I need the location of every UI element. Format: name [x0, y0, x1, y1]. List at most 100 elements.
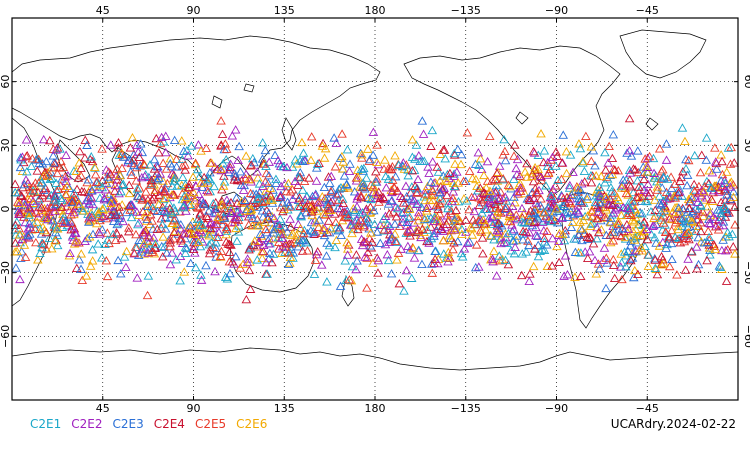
observation-marker — [113, 137, 124, 147]
observation-marker — [466, 192, 477, 201]
observation-marker — [542, 240, 552, 249]
observation-marker — [159, 206, 170, 215]
observation-marker — [326, 171, 337, 180]
observation-marker — [474, 262, 484, 271]
observation-marker — [240, 173, 251, 183]
observation-marker — [263, 214, 273, 223]
observation-marker — [285, 214, 295, 223]
observation-marker — [619, 247, 630, 256]
observation-marker — [704, 218, 714, 227]
observation-marker — [462, 238, 473, 247]
observation-marker — [283, 259, 294, 268]
observation-marker — [407, 166, 418, 175]
observation-marker — [643, 261, 654, 270]
observation-marker — [509, 224, 519, 234]
observation-marker — [607, 210, 617, 219]
observation-marker — [553, 175, 563, 184]
observation-marker — [409, 218, 419, 227]
observation-marker — [664, 234, 674, 243]
observation-marker — [158, 176, 168, 185]
observation-marker — [295, 201, 306, 211]
observation-marker — [162, 178, 173, 188]
observation-marker — [718, 235, 728, 244]
observation-marker — [101, 256, 112, 265]
observation-marker — [173, 229, 184, 238]
observation-marker — [264, 253, 274, 263]
observation-marker — [185, 229, 195, 238]
observation-marker — [83, 193, 94, 202]
observation-marker — [542, 226, 552, 236]
observation-marker — [457, 229, 467, 238]
observation-marker — [380, 171, 391, 181]
observation-marker — [652, 269, 663, 279]
observation-marker — [137, 147, 148, 157]
observation-marker — [459, 244, 470, 253]
observation-marker — [628, 164, 639, 173]
observation-marker — [24, 210, 34, 219]
observation-marker — [527, 171, 537, 180]
observation-marker — [257, 253, 267, 262]
observation-marker — [216, 165, 227, 175]
observation-marker — [60, 183, 70, 193]
observation-marker — [608, 236, 619, 245]
observation-marker — [160, 193, 170, 203]
observation-marker — [302, 246, 313, 255]
observation-marker — [414, 225, 424, 235]
observation-marker — [358, 163, 369, 173]
observation-marker — [190, 158, 201, 167]
observation-marker — [642, 234, 653, 244]
observation-marker — [15, 153, 26, 162]
observation-marker — [169, 176, 180, 185]
observation-marker — [290, 155, 301, 164]
observation-marker — [498, 174, 508, 183]
observation-marker — [574, 196, 585, 205]
observation-marker — [171, 255, 181, 264]
observation-marker — [14, 198, 24, 207]
observation-marker — [232, 205, 242, 214]
observation-marker — [643, 167, 653, 177]
observation-marker — [689, 186, 700, 196]
observation-marker — [48, 215, 58, 225]
observation-marker — [372, 157, 382, 166]
observation-marker — [31, 207, 41, 216]
observation-marker — [227, 257, 238, 266]
observation-marker — [528, 176, 539, 186]
observation-marker — [682, 180, 692, 190]
observation-marker — [186, 141, 197, 150]
observation-marker — [509, 151, 519, 160]
observation-marker — [145, 160, 155, 169]
observation-marker — [396, 244, 406, 253]
observation-marker — [372, 140, 382, 149]
observation-marker — [126, 199, 136, 209]
observation-marker — [417, 259, 427, 268]
observation-marker — [643, 162, 653, 171]
observation-marker — [651, 219, 662, 229]
coastline-japan — [281, 117, 297, 151]
observation-marker — [190, 159, 201, 169]
observation-marker — [607, 186, 617, 196]
observation-marker — [384, 209, 395, 218]
observation-marker — [306, 226, 316, 235]
observation-marker — [574, 193, 584, 203]
observation-marker — [87, 210, 97, 219]
observation-marker — [15, 162, 26, 172]
observation-marker — [238, 185, 249, 194]
observation-marker — [205, 223, 216, 233]
observation-marker — [317, 192, 328, 201]
observation-marker — [330, 162, 341, 171]
observation-marker — [193, 237, 204, 247]
observation-marker — [337, 129, 347, 138]
observation-marker — [661, 155, 672, 164]
observation-marker — [727, 229, 738, 238]
observation-marker — [191, 230, 202, 240]
observation-marker — [312, 206, 322, 215]
legend: C2E1 C2E2 C2E3 C2E4 C2E5 C2E6 — [30, 417, 277, 431]
observation-marker — [520, 188, 530, 198]
observation-marker — [66, 210, 76, 219]
observation-marker — [428, 186, 438, 195]
observation-marker — [181, 192, 192, 201]
observation-marker — [326, 186, 336, 196]
observation-marker — [216, 164, 226, 173]
observation-marker — [74, 255, 85, 264]
observation-marker — [604, 141, 614, 151]
